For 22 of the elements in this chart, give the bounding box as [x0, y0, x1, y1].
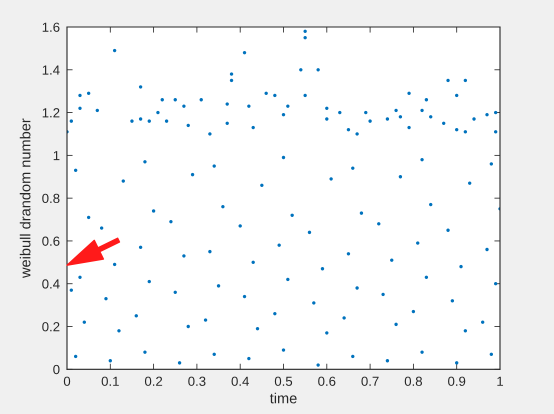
- y-tick-label: 0.4: [42, 279, 60, 289]
- y-tick-label: 0: [53, 364, 60, 374]
- x-tick-label: 0.6: [318, 376, 336, 386]
- x-tick-label: 0.3: [188, 376, 206, 386]
- x-tick-label: 0.9: [448, 376, 466, 386]
- y-tick-label: 1.4: [42, 65, 60, 75]
- x-tick-label: 1: [497, 376, 504, 386]
- y-tick-label: 1.2: [42, 108, 60, 118]
- x-tick-label: 0.5: [274, 376, 292, 386]
- y-axis-title: weibull drandom number: [20, 118, 30, 278]
- x-tick-label: 0.7: [361, 376, 379, 386]
- x-tick-label: 0.4: [232, 376, 249, 386]
- x-tick-label: 0.8: [404, 376, 422, 386]
- y-tick-label: 0.6: [42, 236, 60, 246]
- x-tick-label: 0.2: [144, 376, 162, 386]
- y-tick-label: 0.8: [42, 194, 60, 204]
- x-tick-label: 0: [64, 376, 70, 386]
- y-tick-label: 0.2: [42, 322, 60, 332]
- y-tick-label: 1.6: [42, 22, 60, 32]
- x-axis-title: time: [270, 392, 297, 404]
- y-tick-label: 1: [54, 151, 60, 160]
- x-tick-label: 0.1: [102, 376, 119, 386]
